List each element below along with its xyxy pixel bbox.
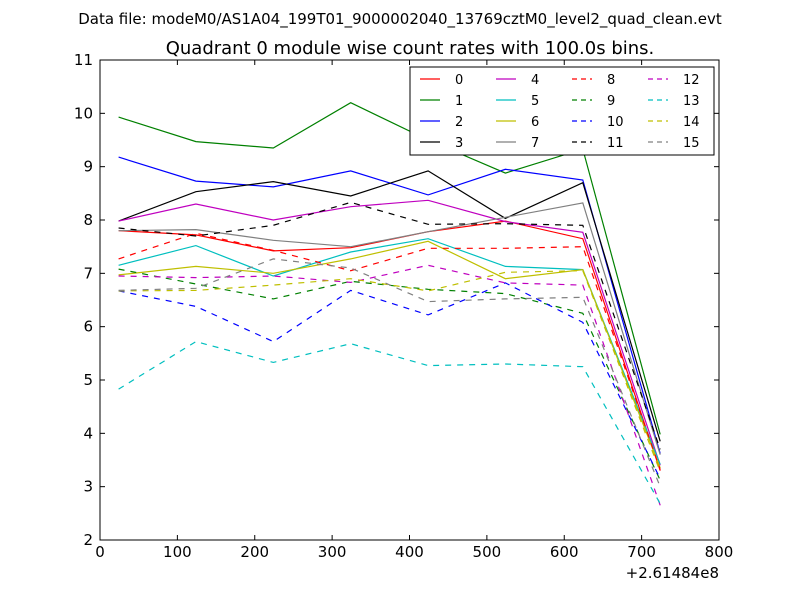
legend-label: 13 bbox=[683, 94, 700, 109]
legend-label: 12 bbox=[683, 73, 700, 88]
legend-label: 3 bbox=[455, 136, 463, 151]
series-line-13 bbox=[118, 340, 661, 504]
x-tick-label: 100 bbox=[163, 543, 192, 561]
legend-label: 4 bbox=[531, 73, 539, 88]
legend-label: 9 bbox=[607, 94, 615, 109]
series-line-8 bbox=[118, 232, 661, 470]
series-line-7 bbox=[118, 202, 661, 455]
legend-label: 2 bbox=[455, 115, 463, 130]
x-tick-label: 400 bbox=[395, 543, 424, 561]
y-tick-label: 9 bbox=[83, 158, 93, 176]
x-offset-label: +2.61484e8 bbox=[626, 564, 719, 582]
chart-suptitle: Data file: modeM0/AS1A04_199T01_90000020… bbox=[78, 10, 722, 29]
y-tick-label: 8 bbox=[83, 211, 93, 229]
legend-label: 1 bbox=[455, 94, 463, 109]
x-tick-label: 200 bbox=[240, 543, 269, 561]
legend-label: 0 bbox=[455, 73, 463, 88]
legend-box bbox=[409, 66, 715, 156]
y-tick-label: 6 bbox=[83, 318, 93, 336]
chart-title: Quadrant 0 module wise count rates with … bbox=[166, 38, 655, 59]
x-tick-label: 600 bbox=[550, 543, 579, 561]
y-tick-label: 2 bbox=[83, 531, 93, 549]
legend-label: 8 bbox=[607, 73, 615, 88]
x-tick-label: 300 bbox=[318, 543, 347, 561]
legend-label: 6 bbox=[531, 115, 539, 130]
series-line-15 bbox=[118, 258, 661, 487]
x-tick-label: 700 bbox=[627, 543, 656, 561]
series-line-3 bbox=[118, 170, 661, 442]
legend-label: 15 bbox=[683, 136, 700, 151]
x-tick-label: 500 bbox=[473, 543, 502, 561]
series-line-5 bbox=[118, 238, 661, 465]
series-line-10 bbox=[118, 282, 661, 479]
x-tick-label: 800 bbox=[705, 543, 734, 561]
legend-label: 11 bbox=[607, 136, 624, 151]
y-tick-label: 5 bbox=[83, 371, 93, 389]
series-layer bbox=[118, 102, 661, 506]
y-tick-label: 11 bbox=[74, 51, 93, 69]
x-tick-label: 0 bbox=[95, 543, 105, 561]
legend-label: 5 bbox=[531, 94, 539, 109]
y-tick-label: 7 bbox=[83, 264, 93, 282]
y-tick-label: 3 bbox=[83, 478, 93, 496]
legend-label: 7 bbox=[531, 136, 539, 151]
legend-label: 14 bbox=[683, 115, 700, 130]
y-tick-label: 10 bbox=[74, 104, 93, 122]
series-line-6 bbox=[118, 240, 661, 469]
series-line-9 bbox=[118, 268, 661, 481]
y-tick-label: 4 bbox=[83, 424, 93, 442]
legend-label: 10 bbox=[607, 115, 624, 130]
series-line-11 bbox=[118, 201, 661, 450]
series-line-4 bbox=[118, 199, 661, 466]
